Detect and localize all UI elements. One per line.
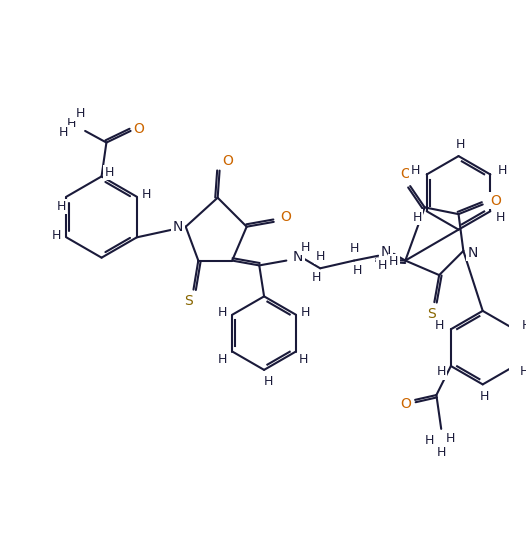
Text: H: H (521, 319, 526, 332)
Text: N: N (381, 245, 391, 259)
Text: H: H (437, 446, 446, 458)
Text: H: H (497, 164, 507, 177)
Text: O: O (280, 210, 291, 224)
Text: H: H (353, 264, 362, 277)
Text: H: H (480, 390, 489, 402)
Text: H: H (311, 271, 321, 285)
Text: H: H (59, 127, 68, 139)
Text: O: O (490, 194, 501, 208)
Text: H: H (495, 210, 505, 224)
Text: S: S (427, 307, 436, 321)
Text: S: S (184, 294, 193, 308)
Text: N: N (468, 246, 478, 260)
Text: H: H (349, 243, 359, 255)
Text: H: H (141, 188, 151, 201)
Text: H: H (316, 250, 325, 263)
Text: H: H (52, 229, 62, 242)
Text: H: H (410, 164, 420, 177)
Text: H: H (105, 166, 114, 179)
Text: O: O (400, 168, 411, 181)
Text: O: O (133, 122, 144, 136)
Text: O: O (222, 154, 233, 168)
Text: H: H (57, 200, 66, 213)
Text: H: H (67, 117, 76, 130)
Text: H: H (299, 353, 308, 366)
Text: O: O (400, 397, 411, 411)
Text: H: H (378, 259, 387, 272)
Text: H: H (412, 210, 422, 224)
Text: H: H (389, 255, 398, 268)
Text: N: N (293, 250, 303, 264)
Text: H: H (301, 240, 310, 254)
Text: H: H (264, 375, 274, 388)
Text: H: H (301, 306, 310, 319)
Text: N: N (173, 220, 183, 234)
Text: H: H (456, 138, 465, 151)
Text: H: H (446, 432, 456, 445)
Text: H: H (76, 107, 85, 120)
Text: H: H (437, 365, 446, 379)
Text: H: H (425, 434, 434, 447)
Text: H: H (218, 306, 227, 319)
Text: H: H (520, 365, 526, 379)
Text: H: H (218, 353, 227, 366)
Text: H: H (434, 319, 444, 332)
